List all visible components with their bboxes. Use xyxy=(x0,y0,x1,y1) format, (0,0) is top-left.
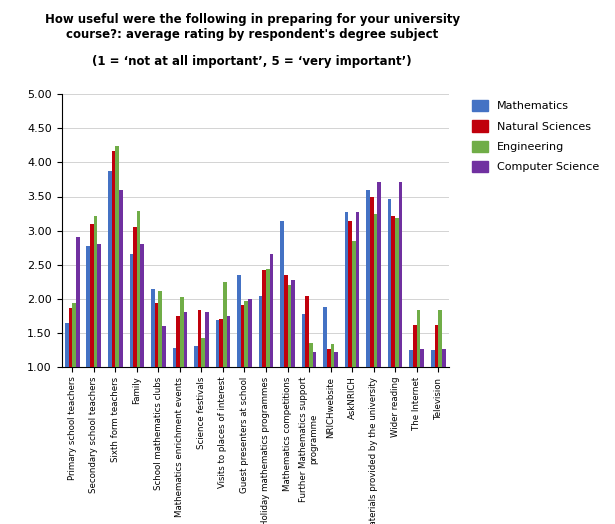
Bar xyxy=(259,296,263,367)
Bar xyxy=(155,303,158,367)
Bar xyxy=(355,212,359,367)
Bar xyxy=(116,146,119,367)
Bar xyxy=(180,297,183,367)
Legend: Mathematics, Natural Sciences, Engineering, Computer Science: Mathematics, Natural Sciences, Engineeri… xyxy=(466,94,605,178)
Bar xyxy=(237,275,241,367)
Bar xyxy=(410,350,413,367)
Bar xyxy=(177,315,180,367)
Bar xyxy=(216,321,220,367)
Bar xyxy=(284,275,287,367)
Bar xyxy=(330,344,334,367)
Bar xyxy=(183,312,187,367)
Bar xyxy=(312,352,316,367)
Bar xyxy=(442,349,445,367)
Bar xyxy=(97,244,101,367)
Bar xyxy=(266,269,269,367)
Bar xyxy=(198,310,201,367)
Bar xyxy=(119,190,122,367)
Bar xyxy=(269,255,273,367)
Bar xyxy=(65,323,69,367)
Bar xyxy=(194,346,198,367)
Bar xyxy=(373,214,377,367)
Bar xyxy=(349,221,352,367)
Bar xyxy=(133,227,137,367)
Bar xyxy=(323,307,327,367)
Bar xyxy=(108,171,112,367)
Bar xyxy=(399,182,402,367)
Bar xyxy=(151,289,155,367)
Bar xyxy=(291,280,295,367)
Bar xyxy=(438,310,442,367)
Bar xyxy=(130,255,133,367)
Bar xyxy=(263,270,266,367)
Bar xyxy=(334,352,338,367)
Bar xyxy=(392,216,395,367)
Bar xyxy=(420,349,424,367)
Bar xyxy=(280,221,284,367)
Bar xyxy=(306,296,309,367)
Bar xyxy=(112,151,116,367)
Bar xyxy=(417,310,420,367)
Bar xyxy=(327,349,330,367)
Bar xyxy=(370,197,373,367)
Bar xyxy=(345,212,349,367)
Bar xyxy=(220,319,223,367)
Bar xyxy=(87,246,90,367)
Bar xyxy=(367,190,370,367)
Bar xyxy=(73,303,76,367)
Bar xyxy=(395,219,399,367)
Bar xyxy=(244,301,248,367)
Bar xyxy=(248,299,252,367)
Bar xyxy=(352,241,355,367)
Bar xyxy=(140,244,144,367)
Bar xyxy=(287,285,291,367)
Bar xyxy=(162,326,165,367)
Bar xyxy=(377,182,381,367)
Bar xyxy=(159,291,162,367)
Bar xyxy=(413,324,416,367)
Bar xyxy=(201,338,205,367)
Bar xyxy=(431,350,435,367)
Bar xyxy=(226,315,230,367)
Bar xyxy=(205,312,208,367)
Bar xyxy=(388,199,392,367)
Bar xyxy=(302,314,306,367)
Bar xyxy=(137,211,140,367)
Bar xyxy=(241,305,244,367)
Bar xyxy=(69,308,73,367)
Text: How useful were the following in preparing for your university
course?: average : How useful were the following in prepari… xyxy=(44,13,459,41)
Bar xyxy=(76,237,79,367)
Bar xyxy=(93,216,97,367)
Bar xyxy=(309,343,312,367)
Bar xyxy=(173,348,177,367)
Bar xyxy=(435,324,438,367)
Bar xyxy=(90,224,94,367)
Bar xyxy=(223,282,226,367)
Text: (1 = ‘not at all important’, 5 = ‘very important’): (1 = ‘not at all important’, 5 = ‘very i… xyxy=(92,55,412,68)
